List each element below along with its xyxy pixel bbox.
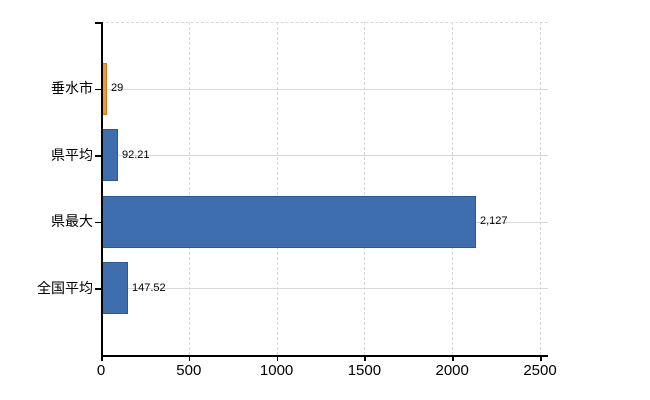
- y-axis-line: [101, 22, 103, 356]
- bar: [102, 62, 107, 115]
- x-tick-label: 0: [96, 362, 106, 379]
- x-tick: [364, 355, 366, 361]
- x-tick-label: 2500: [523, 362, 557, 379]
- x-tick: [452, 355, 454, 361]
- horizontal-gridline: [101, 88, 548, 90]
- value-label: 92.21: [122, 148, 150, 161]
- bar: [102, 129, 118, 182]
- vertical-gridline: [452, 22, 454, 355]
- bar: [102, 262, 128, 315]
- y-tick: [95, 155, 101, 157]
- x-tick: [188, 355, 191, 361]
- value-label: 147.52: [132, 281, 166, 294]
- horizontal-gridline: [101, 155, 548, 157]
- vertical-gridline: [188, 22, 190, 355]
- y-tick: [95, 288, 101, 290]
- y-tick: [95, 88, 101, 91]
- x-tick-label: 1500: [347, 362, 382, 379]
- x-tick: [540, 355, 542, 361]
- vertical-gridline: [276, 22, 278, 355]
- value-label: 2,127: [480, 215, 508, 228]
- x-tick-label: 2000: [435, 362, 469, 379]
- plot-top-border: [101, 22, 548, 23]
- vertical-gridline: [364, 22, 366, 355]
- category-label: 県平均: [51, 146, 93, 163]
- x-tick: [101, 355, 103, 361]
- x-tick-label: 1000: [259, 362, 294, 379]
- category-label: 垂水市: [51, 80, 93, 97]
- horizontal-gridline: [101, 288, 548, 290]
- category-label: 全国平均: [37, 279, 93, 296]
- y-tick: [95, 221, 101, 224]
- x-tick-label: 500: [176, 362, 202, 379]
- x-tick: [276, 355, 279, 361]
- y-tick: [95, 22, 101, 24]
- value-label: 29: [111, 82, 124, 95]
- x-axis-line: [101, 355, 548, 357]
- vertical-gridline: [540, 22, 541, 355]
- category-label: 県最大: [51, 213, 93, 230]
- bar: [102, 195, 476, 248]
